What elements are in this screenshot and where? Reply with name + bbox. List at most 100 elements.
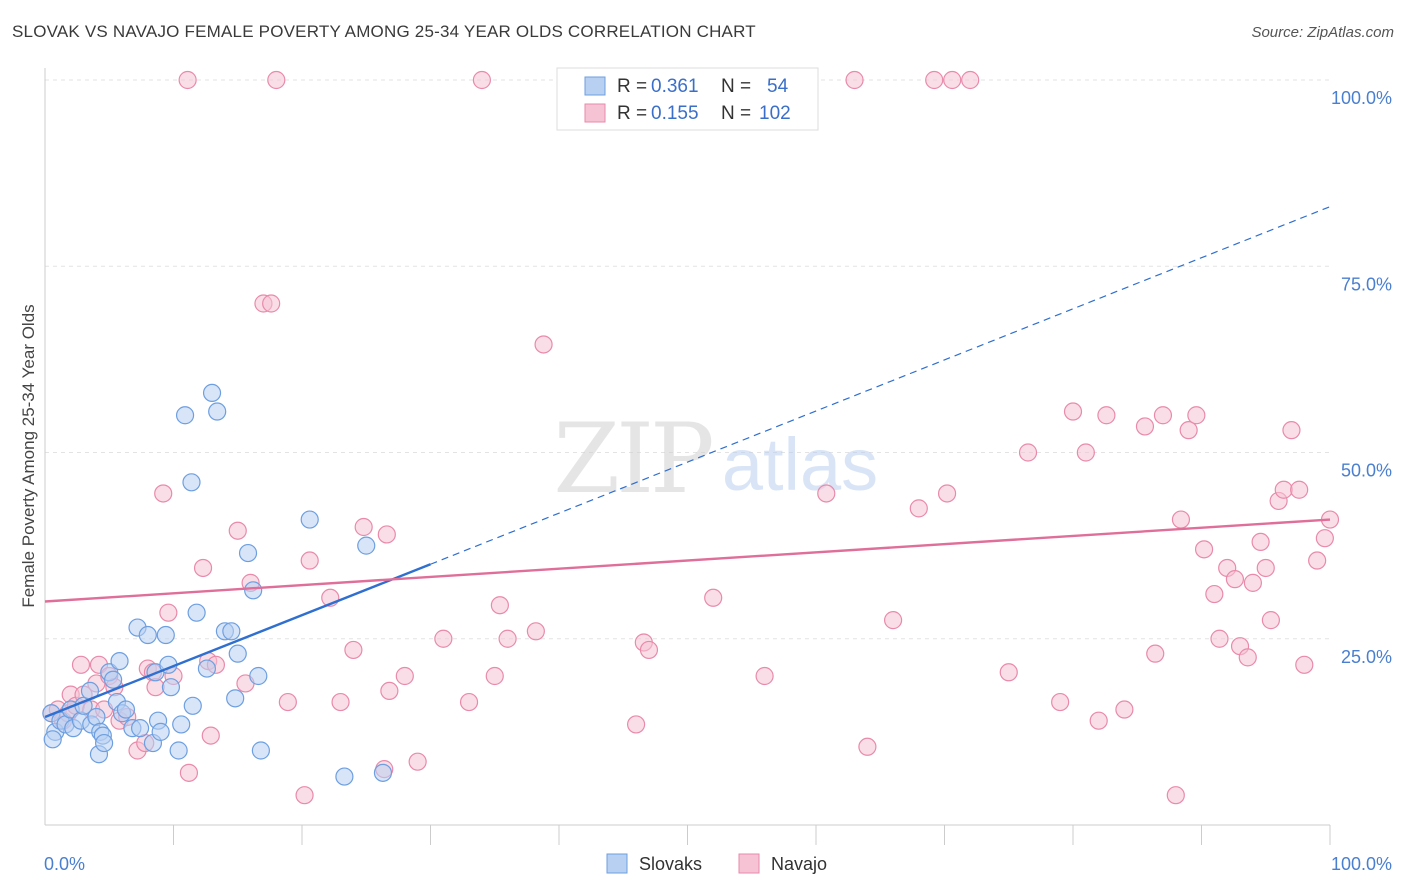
- point-navajo-22: [159, 603, 178, 622]
- point-navajo-47: [408, 752, 427, 771]
- point-navajo-6: [71, 655, 91, 674]
- point-navajo-30: [228, 521, 247, 540]
- point-slovaks-17: [104, 670, 123, 689]
- point-navajo-26: [193, 558, 213, 578]
- bottom-legend-label-slovaks: Slovaks: [639, 854, 702, 874]
- grid-lines: [45, 79, 1330, 640]
- point-navajo-88: [1205, 584, 1224, 604]
- series-slovaks: [42, 383, 393, 786]
- point-navajo-79: [1115, 700, 1134, 719]
- point-navajo-36: [278, 692, 297, 712]
- point-slovaks-29: [151, 722, 170, 741]
- point-slovaks-49: [251, 741, 270, 760]
- y-tick-label-0: 25.0%: [1341, 647, 1392, 667]
- point-navajo-60: [639, 640, 659, 660]
- point-navajo-62: [755, 666, 774, 686]
- legend-n-value-slovaks: 54: [767, 76, 789, 97]
- legend: R = 0.361 N = 54 R = 0.155 N = 102: [556, 67, 819, 131]
- point-slovaks-45: [228, 644, 247, 663]
- trend-line-extension-slovaks: [430, 206, 1331, 565]
- bottom-legend-swatch-navajo: [738, 853, 760, 874]
- point-navajo-51: [485, 666, 504, 686]
- point-navajo-54: [526, 622, 545, 641]
- point-navajo-75: [1063, 402, 1083, 421]
- legend-r-value-slovaks: 0.361: [651, 76, 699, 97]
- bottom-legend-swatch-slovaks: [606, 853, 628, 874]
- point-slovaks-33: [169, 741, 188, 760]
- legend-r-label-slovaks: R =: [617, 76, 647, 97]
- point-navajo-76: [1076, 443, 1095, 462]
- point-navajo-55: [534, 335, 553, 354]
- point-navajo-99: [1274, 480, 1293, 499]
- point-navajo-64: [845, 70, 864, 90]
- point-slovaks-34: [172, 715, 191, 734]
- point-navajo-100: [1282, 421, 1301, 440]
- point-navajo-73: [1018, 443, 1038, 462]
- legend-r-label-navajo: R =: [617, 103, 647, 124]
- point-navajo-25: [179, 763, 199, 782]
- point-slovaks-19: [110, 651, 129, 671]
- point-navajo-102: [1295, 655, 1314, 674]
- point-navajo-97: [1261, 611, 1280, 630]
- point-slovaks-41: [208, 402, 227, 421]
- point-slovaks-11: [87, 707, 106, 727]
- point-slovaks-53: [373, 763, 393, 782]
- point-navajo-42: [354, 517, 373, 537]
- point-slovaks-40: [202, 383, 222, 402]
- point-navajo-84: [1171, 510, 1191, 529]
- point-navajo-82: [1153, 406, 1173, 425]
- point-navajo-48: [434, 629, 453, 648]
- point-slovaks-15: [95, 733, 114, 753]
- point-navajo-27: [201, 726, 220, 745]
- point-navajo-81: [1146, 644, 1165, 663]
- bottom-legend: Slovaks Navajo: [606, 853, 827, 874]
- legend-swatch-slovaks: [584, 76, 606, 96]
- axes: 25.0% 50.0% 75.0% 100.0% 0.0% 100.0%: [44, 68, 1392, 874]
- point-navajo-45: [380, 681, 399, 701]
- point-navajo-53: [498, 629, 517, 648]
- point-slovaks-24: [130, 719, 150, 738]
- watermark-zip: ZIP: [553, 403, 712, 515]
- point-navajo-21: [154, 484, 173, 503]
- trend-line-navajo: [44, 518, 1331, 603]
- point-slovaks-35: [175, 406, 195, 425]
- point-navajo-71: [961, 70, 980, 90]
- point-slovaks-37: [183, 696, 202, 715]
- point-navajo-87: [1194, 540, 1214, 559]
- point-slovaks-48: [249, 666, 268, 686]
- chart-title: SLOVAK VS NAVAJO FEMALE POVERTY AMONG 25…: [12, 22, 756, 41]
- watermark-atlas: atlas: [722, 423, 878, 506]
- trend-lines: [44, 206, 1331, 719]
- legend-n-label-navajo: N =: [721, 103, 751, 124]
- point-slovaks-25: [138, 625, 157, 645]
- point-navajo-58: [626, 715, 646, 734]
- legend-n-label-slovaks: N =: [721, 76, 751, 97]
- point-navajo-52: [490, 596, 509, 615]
- point-navajo-91: [1225, 570, 1245, 589]
- point-navajo-78: [1097, 406, 1116, 425]
- legend-swatch-navajo: [584, 103, 606, 123]
- point-slovaks-21: [116, 700, 136, 719]
- point-navajo-96: [1256, 558, 1275, 578]
- legend-r-value-navajo: 0.155: [651, 103, 699, 124]
- point-navajo-24: [178, 70, 197, 90]
- watermark: ZIP atlas: [553, 403, 878, 515]
- point-slovaks-52: [357, 536, 376, 555]
- x-tick-label-0: 0.0%: [44, 854, 85, 874]
- point-slovaks-2: [43, 730, 62, 749]
- point-slovaks-43: [222, 622, 241, 641]
- point-navajo-104: [1315, 529, 1334, 548]
- point-navajo-80: [1135, 417, 1155, 436]
- point-navajo-46: [395, 666, 414, 686]
- point-navajo-101: [1290, 480, 1309, 499]
- point-navajo-74: [1051, 692, 1070, 712]
- point-slovaks-32: [161, 678, 181, 697]
- point-navajo-44: [377, 525, 396, 544]
- point-navajo-67: [909, 499, 928, 518]
- point-navajo-37: [295, 786, 314, 805]
- point-navajo-89: [1210, 629, 1229, 648]
- legend-n-value-navajo: 102: [759, 103, 791, 124]
- point-navajo-65: [858, 737, 877, 756]
- point-navajo-50: [472, 70, 491, 90]
